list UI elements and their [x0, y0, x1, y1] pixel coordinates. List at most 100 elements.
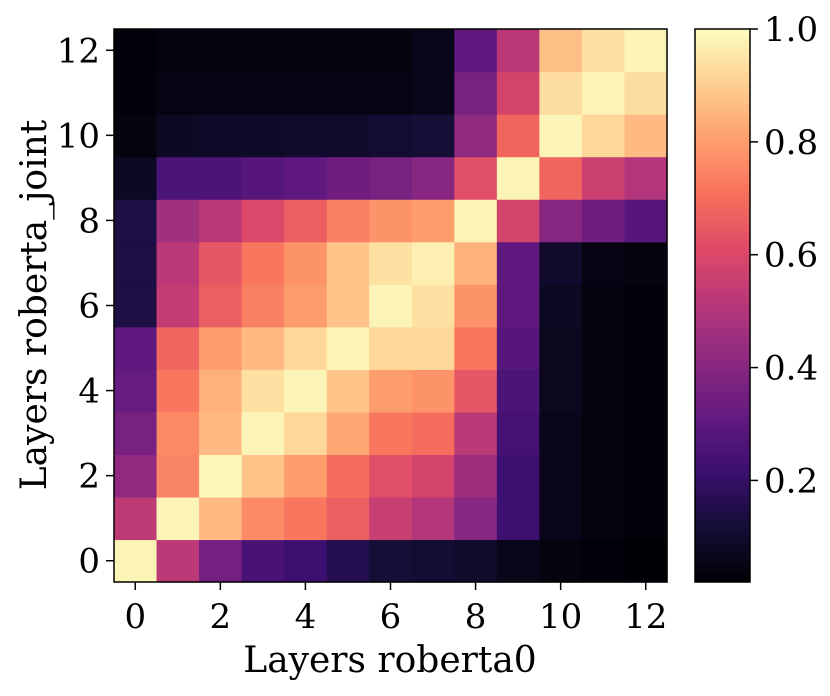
heatmap-cell — [241, 114, 285, 158]
heatmap-cell — [624, 29, 668, 73]
heatmap-cell — [156, 241, 200, 285]
colorbar-tick-label: 0.4 — [764, 349, 818, 389]
heatmap-cell — [624, 114, 668, 158]
heatmap-cell — [496, 241, 540, 285]
heatmap-cell — [411, 496, 455, 541]
heatmap-cell — [496, 71, 540, 115]
y-tick-label: 0 — [78, 542, 100, 582]
heatmap-cell — [496, 326, 540, 370]
heatmap-cell — [581, 284, 626, 328]
heatmap-cell — [199, 71, 243, 115]
heatmap-cell — [284, 496, 328, 541]
heatmap-cell — [539, 114, 583, 158]
heatmap-cell — [369, 496, 413, 541]
heatmap-cell — [241, 454, 285, 498]
heatmap-cell — [624, 326, 668, 370]
heatmap-cell — [326, 114, 370, 158]
heatmap-cell — [284, 326, 328, 370]
heatmap-cell — [539, 326, 583, 370]
heatmap-cell — [199, 539, 243, 583]
heatmap-cell — [539, 199, 583, 243]
heatmap-cell — [369, 284, 413, 328]
heatmap-cell — [581, 71, 626, 115]
colorbar-ticks: 0.2 0.4 0.6 0.8 1.0 — [750, 10, 818, 501]
heatmap-cell — [326, 29, 370, 73]
heatmap-cell — [284, 29, 328, 73]
colorbar-tick-label: 0.6 — [764, 236, 818, 276]
heatmap-cell — [114, 199, 158, 243]
heatmap-cell — [284, 284, 328, 328]
heatmap-cell — [369, 156, 413, 200]
heatmap-cell — [156, 284, 200, 328]
heatmap-cell — [496, 156, 540, 200]
heatmap-cell — [369, 369, 413, 413]
heatmap-cell — [454, 29, 498, 73]
heatmap-cell — [284, 199, 328, 243]
heatmap-cell — [624, 539, 668, 583]
heatmap-cell — [369, 199, 413, 243]
heatmap-cell — [199, 454, 243, 498]
heatmap-cell — [114, 114, 158, 158]
y-axis-ticks: 0 2 4 6 8 10 12 — [57, 31, 114, 582]
heatmap-cell — [156, 369, 200, 413]
heatmap-cell — [624, 199, 668, 243]
heatmap-cell — [199, 284, 243, 328]
heatmap-cell — [411, 71, 455, 115]
heatmap-cell — [369, 71, 413, 115]
heatmap-cell — [284, 241, 328, 285]
heatmap-cell — [114, 496, 158, 541]
heatmap-cell — [326, 454, 370, 498]
heatmap-cell — [411, 199, 455, 243]
heatmap-cell — [411, 29, 455, 73]
heatmap-cell — [114, 284, 158, 328]
heatmap-cell — [496, 114, 540, 158]
heatmap-cell — [326, 71, 370, 115]
heatmap-cell — [199, 241, 243, 285]
heatmap-cell — [369, 29, 413, 73]
heatmap-cell — [539, 454, 583, 498]
heatmap-cell — [326, 496, 370, 541]
heatmap-cell — [624, 71, 668, 115]
heatmap-cell — [539, 156, 583, 200]
heatmap-cell — [199, 199, 243, 243]
heatmap-cell — [199, 411, 243, 455]
x-tick-label: 10 — [539, 597, 582, 637]
heatmap-cell — [114, 539, 158, 583]
heatmap-cell — [326, 199, 370, 243]
heatmap-cell — [284, 156, 328, 200]
heatmap-cell — [496, 369, 540, 413]
heatmap-cell — [241, 156, 285, 200]
heatmap-cell — [411, 156, 455, 200]
heatmap-cell — [539, 241, 583, 285]
heatmap-cell — [156, 539, 200, 583]
heatmap-cell — [411, 369, 455, 413]
x-tick-label: 2 — [210, 597, 232, 637]
x-tick-label: 0 — [124, 597, 146, 637]
heatmap-cell — [326, 284, 370, 328]
heatmap-cell — [156, 496, 200, 541]
heatmap-cell — [114, 29, 158, 73]
y-tick-label: 10 — [57, 116, 100, 156]
x-tick-label: 12 — [624, 597, 667, 637]
heatmap-cell — [369, 326, 413, 370]
heatmap-cell — [454, 326, 498, 370]
heatmap-cell — [496, 454, 540, 498]
heatmap-cell — [624, 241, 668, 285]
heatmap-cell — [581, 29, 626, 73]
heatmap-cell — [156, 454, 200, 498]
x-tick-label: 4 — [295, 597, 317, 637]
heatmap-cell — [326, 156, 370, 200]
x-axis-ticks: 0 2 4 6 8 10 12 — [124, 582, 667, 637]
heatmap-cell — [199, 156, 243, 200]
heatmap-cell — [284, 411, 328, 455]
heatmap-cell — [454, 199, 498, 243]
y-tick-label: 6 — [78, 287, 100, 327]
heatmap-cell — [454, 71, 498, 115]
heatmap-cell — [326, 539, 370, 583]
y-tick-label: 4 — [78, 372, 100, 412]
heatmap-cell — [539, 284, 583, 328]
heatmap-cell — [114, 369, 158, 413]
heatmap-cell — [411, 454, 455, 498]
heatmap-cell — [581, 539, 626, 583]
heatmap-cell — [581, 326, 626, 370]
